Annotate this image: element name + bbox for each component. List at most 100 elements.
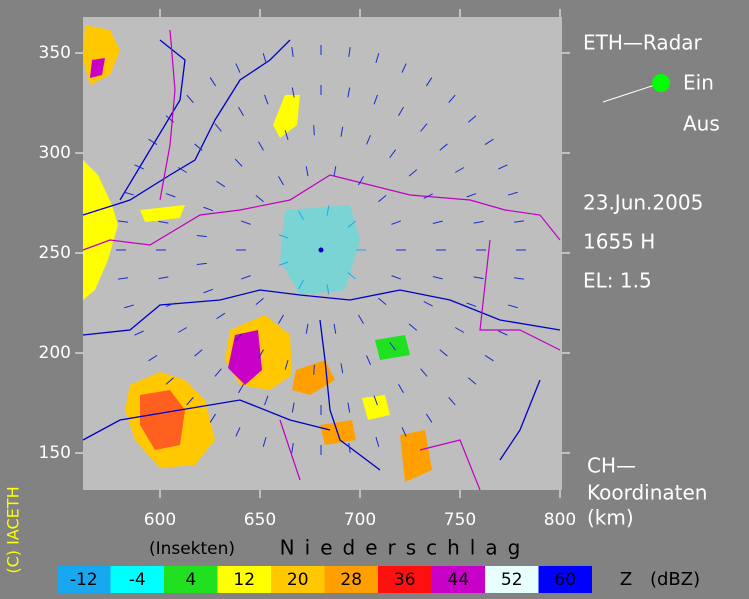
ring-dash [420, 123, 428, 132]
legend-label: 12 [233, 570, 255, 590]
ring-dash [426, 77, 433, 87]
ring-dash [158, 276, 169, 280]
legend-swatch [271, 566, 325, 593]
ring-dash [284, 360, 289, 370]
ring-dash [468, 115, 477, 123]
ring-dash [513, 277, 524, 280]
ring-dash [507, 304, 518, 309]
x-tick-label: 800 [544, 510, 576, 530]
ring-dash [468, 377, 477, 385]
y-tick-label: 250 [39, 243, 71, 263]
ring-dash [255, 194, 264, 203]
legend-label: 36 [394, 570, 416, 590]
ring-dash [366, 135, 371, 145]
ring-dash [194, 349, 203, 357]
legend-swatch [378, 566, 432, 593]
ring-dash [378, 297, 387, 306]
ring-dash [134, 164, 144, 170]
ring-dash [255, 297, 264, 306]
ring-dash [118, 220, 129, 223]
ring-dash [423, 193, 433, 199]
title: ETH—Radar [583, 31, 703, 55]
ring-dash [240, 220, 251, 225]
ring-dash [347, 402, 351, 413]
ring-dash [389, 149, 397, 159]
ring-dash [278, 234, 289, 239]
radar-site [318, 247, 324, 253]
legend-label: -12 [70, 570, 98, 590]
ring-dash [401, 427, 407, 437]
y-tick-label: 200 [39, 343, 71, 363]
ring-dash [375, 53, 380, 64]
ring-dash [466, 302, 477, 307]
ring-dash [196, 262, 207, 266]
ring-dash [432, 220, 443, 224]
ring-dash [216, 180, 226, 188]
ring-dash [366, 355, 371, 365]
ring-dash [238, 106, 244, 117]
ring-dash [484, 355, 494, 362]
ring-dash [284, 130, 289, 140]
ring-dash [347, 87, 351, 98]
ring-dash [313, 364, 315, 375]
ring-dash [439, 349, 448, 357]
ring-dash [326, 205, 330, 216]
coords-label: CH— [587, 454, 636, 478]
ring-dash [235, 427, 241, 437]
ring-dash [209, 413, 216, 423]
legend-swatch [431, 566, 485, 593]
ring-dash [432, 276, 443, 280]
echo [140, 205, 185, 222]
coords-unit: (km) [587, 506, 634, 530]
ring-dash [333, 323, 337, 334]
legend-unit: Z (dBZ) [620, 569, 700, 590]
ring-dash [262, 53, 267, 64]
ring-dash [258, 349, 264, 359]
ring-dash [507, 191, 518, 196]
ring-dash [466, 193, 477, 198]
y-tick-label: 350 [39, 43, 71, 63]
ring-dash [398, 383, 404, 394]
ring-dash [391, 275, 402, 280]
ring-dash [203, 288, 214, 294]
ring-dash [401, 63, 407, 73]
legend-swatch [217, 566, 271, 593]
ring-dash [373, 94, 378, 105]
ring-dash [498, 330, 508, 336]
coords-label: Koordinaten [587, 481, 707, 505]
ring-dash [439, 143, 448, 151]
echo [375, 335, 410, 360]
ring-dash [347, 272, 356, 280]
ring-dash [305, 323, 309, 334]
ring-dash [378, 194, 387, 203]
ring-dash [408, 169, 418, 177]
legend-swatch [485, 566, 539, 593]
ring-dash [448, 397, 456, 406]
ring-dash [194, 143, 203, 151]
ring-dash [426, 413, 433, 423]
echo [90, 58, 105, 78]
ring-dash [238, 383, 244, 394]
ring-dash [148, 355, 158, 362]
ring-dash [326, 284, 330, 295]
ring-dash [234, 158, 243, 167]
y-tick-label: 150 [39, 443, 71, 463]
echo [140, 390, 185, 450]
ring-dash [264, 94, 269, 105]
ring-dash [196, 234, 207, 238]
ring-dash [389, 341, 397, 351]
ring-dash [340, 363, 344, 374]
ring-dash [423, 301, 433, 307]
ring-dash [333, 166, 337, 177]
range-rings [116, 45, 526, 455]
ring-dash [473, 276, 484, 280]
echo [400, 430, 432, 482]
elevation: EL: 1.5 [583, 269, 652, 293]
ring-dash [235, 63, 241, 73]
ring-dash [186, 94, 194, 103]
ring-dash [291, 402, 295, 413]
legend-label: -4 [129, 570, 146, 590]
ring-dash [348, 47, 351, 58]
ring-dash [186, 397, 194, 406]
status-on: Ein [683, 71, 714, 95]
